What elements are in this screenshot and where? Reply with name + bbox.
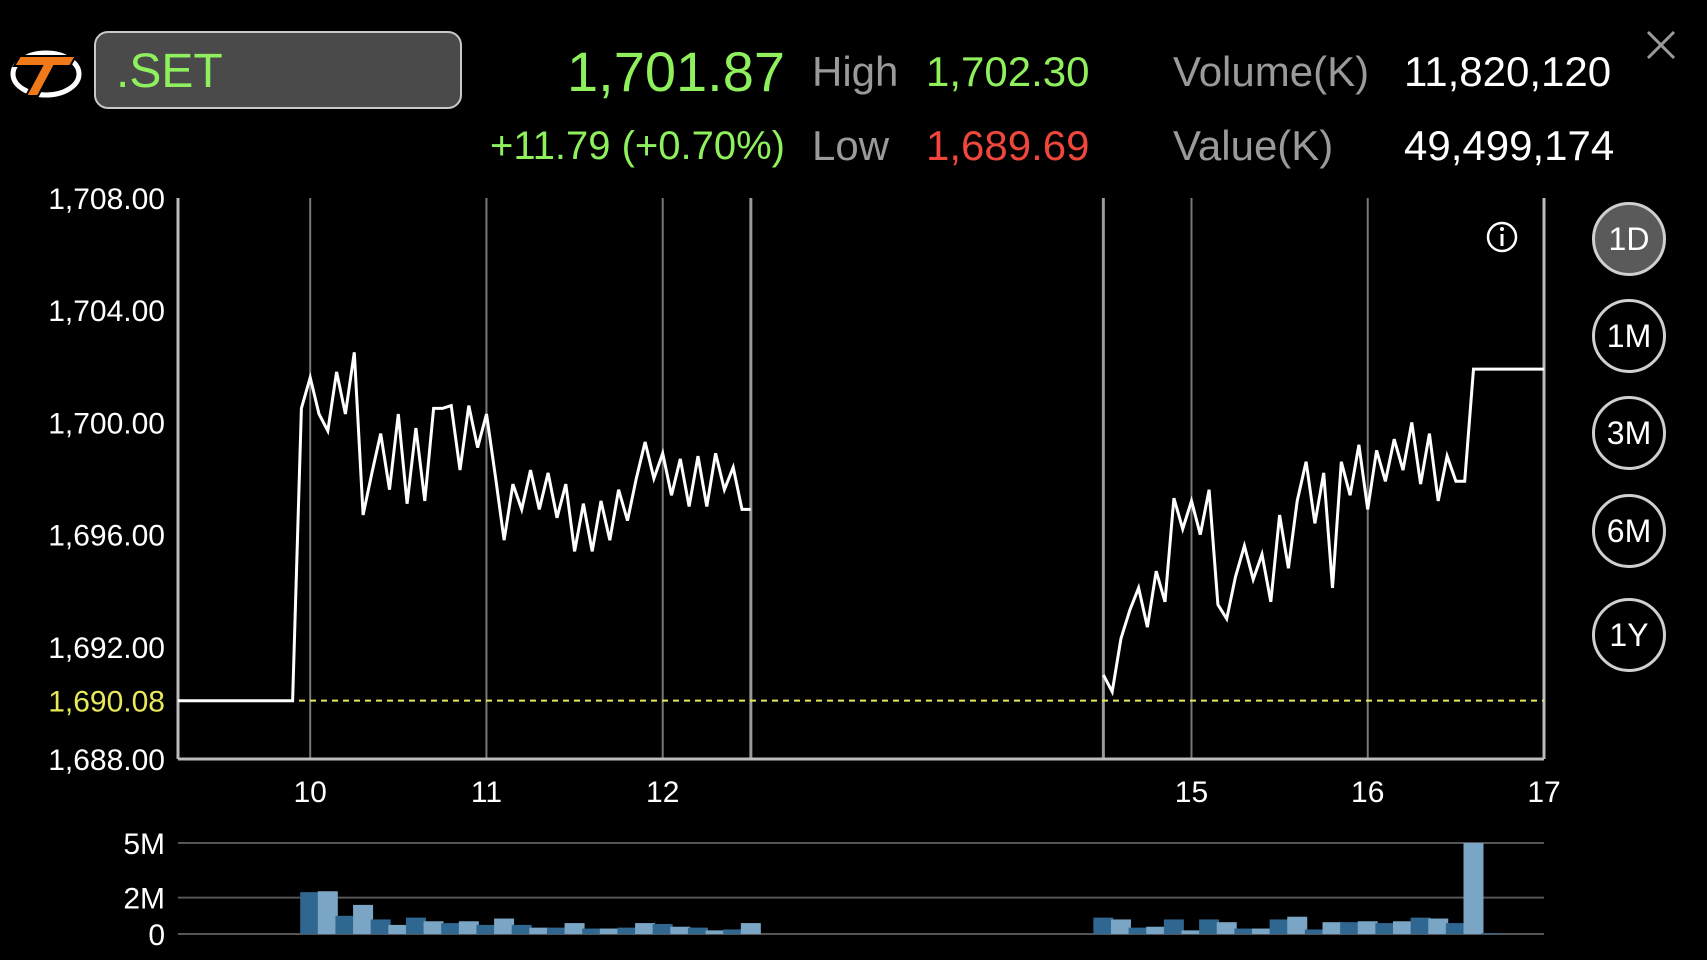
volume-bar <box>546 927 567 934</box>
timeframe-1y-button[interactable]: 1Y <box>1592 598 1666 672</box>
volume-bar <box>405 917 426 934</box>
timeframe-1d-button[interactable]: 1D <box>1592 202 1666 276</box>
volume-tick-label: 0 <box>148 919 165 952</box>
y-tick-label: 1,700.00 <box>48 407 165 440</box>
volume-bar <box>1463 843 1484 934</box>
x-tick-label: 11 <box>471 776 502 809</box>
volume-bar <box>1269 919 1290 934</box>
x-tick-label: 15 <box>1175 776 1208 809</box>
volume-bar <box>1163 919 1184 934</box>
x-tick-label: 17 <box>1527 776 1560 809</box>
volume-bar <box>476 924 497 934</box>
volume-bar <box>1181 930 1202 934</box>
y-tick-label: 1,692.00 <box>48 632 165 665</box>
y-tick-label: 1,688.00 <box>48 744 165 777</box>
volume-label: Volume(K) <box>1173 48 1370 95</box>
volume-bar <box>1146 926 1167 934</box>
volume-bar <box>723 929 744 934</box>
x-tick-label: 12 <box>646 776 679 809</box>
volume-bar <box>1340 922 1361 934</box>
volume-bar <box>441 923 462 934</box>
volume-bar <box>687 927 708 934</box>
volume-bar <box>740 923 761 934</box>
volume-bar <box>300 892 321 934</box>
y-tick-label: 1,704.00 <box>48 295 165 328</box>
volume-bar <box>635 923 656 934</box>
brand-logo-icon <box>10 50 82 98</box>
last-price: 1,701.87 <box>567 40 785 103</box>
volume-bar <box>370 919 391 934</box>
timeframe-6m-button[interactable]: 6M <box>1592 494 1666 568</box>
volume-bar <box>670 926 691 934</box>
high-value: 1,702.30 <box>926 48 1090 95</box>
high-label: High <box>812 48 899 95</box>
volume-bar <box>1392 921 1413 934</box>
x-tick-label: 16 <box>1351 776 1384 809</box>
volume-tick-label: 2M <box>123 883 165 916</box>
volume-bar <box>564 923 585 934</box>
volume-bar <box>388 924 409 934</box>
price-series-line-1 <box>178 352 751 703</box>
volume-bar <box>1251 928 1272 934</box>
x-tick-label: 10 <box>294 776 327 809</box>
value-label: Value(K) <box>1173 122 1334 169</box>
volume-bar <box>1357 921 1378 934</box>
volume-bar <box>494 918 515 934</box>
volume-bar <box>705 930 726 934</box>
volume-bar <box>317 891 338 934</box>
info-icon-circle <box>1486 221 1518 253</box>
volume-bar <box>1481 933 1502 935</box>
close-icon[interactable] <box>1644 28 1678 62</box>
volume-bar <box>599 928 620 934</box>
volume-bar <box>582 928 603 934</box>
volume-bar <box>1110 919 1131 934</box>
volume-bar <box>1128 927 1149 934</box>
symbol-input[interactable] <box>94 31 462 109</box>
volume-bar <box>1216 922 1237 934</box>
symbol-text: .SET <box>116 45 223 98</box>
y-tick-label: 1,708.00 <box>48 183 165 216</box>
volume-bar <box>1375 923 1396 934</box>
info-icon-dot <box>1500 227 1504 231</box>
y-tick-label: 1,696.00 <box>48 520 165 553</box>
volume-value: 11,820,120 <box>1404 48 1612 95</box>
value-value: 49,499,174 <box>1404 122 1615 169</box>
volume-bar <box>1287 916 1308 934</box>
volume-bar <box>423 921 444 934</box>
volume-bar <box>511 924 532 934</box>
timeframe-3m-button[interactable]: 3M <box>1592 396 1666 470</box>
volume-bar <box>529 927 550 934</box>
volume-bar <box>1428 918 1449 934</box>
volume-bar <box>617 927 638 934</box>
low-label: Low <box>812 122 890 169</box>
price-change: +11.79 (+0.70%) <box>489 124 785 168</box>
volume-bar <box>335 915 356 934</box>
timeframe-1m-button[interactable]: 1M <box>1592 299 1666 373</box>
volume-tick-label: 5M <box>123 828 165 861</box>
volume-bar <box>1234 928 1255 934</box>
prev-close-label: 1,690.08 <box>48 686 165 719</box>
volume-bar <box>458 921 479 934</box>
volume-bar <box>1199 919 1220 934</box>
price-series-line-2 <box>1102 367 1544 697</box>
low-value: 1,689.69 <box>926 122 1090 169</box>
volume-bar <box>1304 929 1325 934</box>
volume-bar <box>652 923 673 934</box>
volume-bar <box>1322 922 1343 934</box>
volume-bar <box>1093 917 1114 934</box>
volume-bar <box>1445 923 1466 934</box>
volume-bar <box>1410 917 1431 934</box>
info-icon <box>1486 221 1518 253</box>
volume-bar <box>353 904 374 934</box>
